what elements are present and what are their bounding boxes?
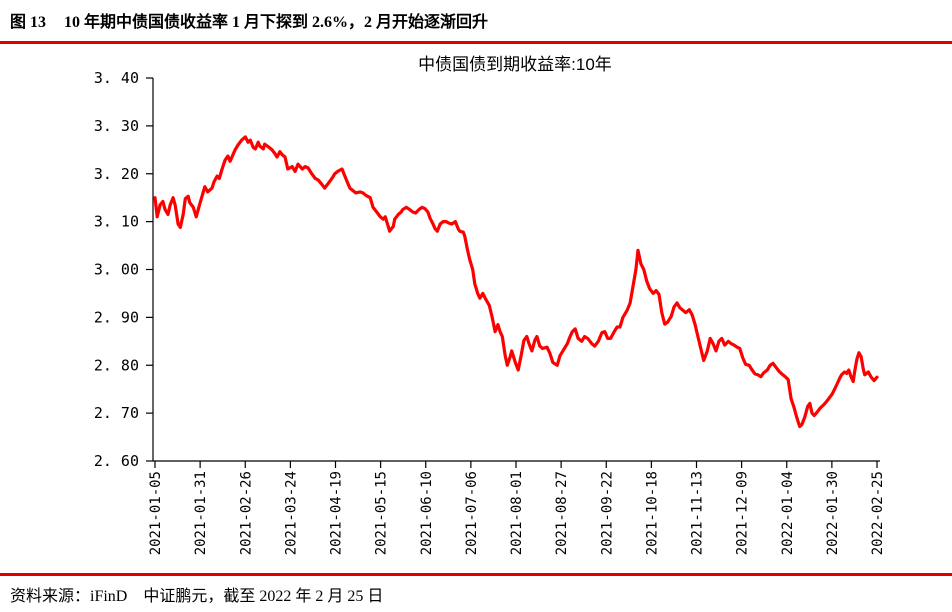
source-note: 资料来源：iFinD 中证鹏元，截至 2022 年 2 月 25 日 [10, 588, 384, 605]
x-tick-label: 2021-01-05 [148, 471, 164, 555]
x-tick-label: 2021-10-18 [644, 471, 660, 555]
x-tick-label: 2021-04-19 [329, 471, 345, 555]
y-tick-label: 3. 10 [94, 213, 139, 231]
y-axis-ticks: 3. 40 3. 30 3. 20 3. 10 3. 00 2. 90 2. 80 2. 70… [94, 69, 153, 470]
y-tick-label: 3. 20 [94, 165, 139, 183]
chart-title: 中债国债到期收益率:10年 [418, 55, 612, 74]
x-tick-label: 2021-03-24 [283, 471, 299, 555]
x-tick-label: 2021-05-15 [374, 471, 390, 555]
x-tick-label: 2021-12-09 [735, 471, 751, 555]
y-tick-label: 3. 30 [94, 117, 139, 135]
x-tick-label: 2022-01-30 [825, 471, 841, 555]
x-tick-label: 2021-08-27 [554, 471, 570, 555]
x-tick-label: 2021-09-22 [599, 471, 615, 555]
top-divider-rule [0, 41, 952, 44]
x-tick-label: 2022-01-04 [780, 471, 796, 555]
y-tick-label: 2. 90 [94, 308, 139, 326]
y-tick-label: 2. 70 [94, 404, 139, 422]
x-axis-ticks: 2021-01-05 2021-01-31 2021-02-26 2021-03-24… [148, 461, 886, 555]
figure-header: 图 13 10 年期中债国债收益率 1 月下探到 2.6%，2 月开始逐渐回升 [10, 8, 488, 32]
x-tick-label: 2021-06-10 [419, 471, 435, 555]
yield-series-line [153, 135, 879, 429]
figure-title: 10 年期中债国债收益率 1 月下探到 2.6%，2 月开始逐渐回升 [64, 14, 489, 31]
x-tick-label: 2021-08-01 [509, 471, 525, 555]
x-tick-label: 2021-01-31 [193, 471, 209, 555]
y-tick-label: 3. 40 [94, 69, 139, 87]
y-tick-label: 3. 00 [94, 261, 139, 279]
x-tick-label: 2022-02-25 [870, 471, 886, 555]
bottom-divider-rule [0, 573, 952, 576]
y-tick-label: 2. 60 [94, 452, 139, 470]
y-tick-label: 2. 80 [94, 356, 139, 374]
figure-number: 图 13 [10, 14, 47, 31]
x-tick-label: 2021-07-06 [464, 471, 480, 555]
x-tick-label: 2021-11-13 [690, 471, 706, 555]
x-tick-label: 2021-02-26 [238, 471, 254, 555]
